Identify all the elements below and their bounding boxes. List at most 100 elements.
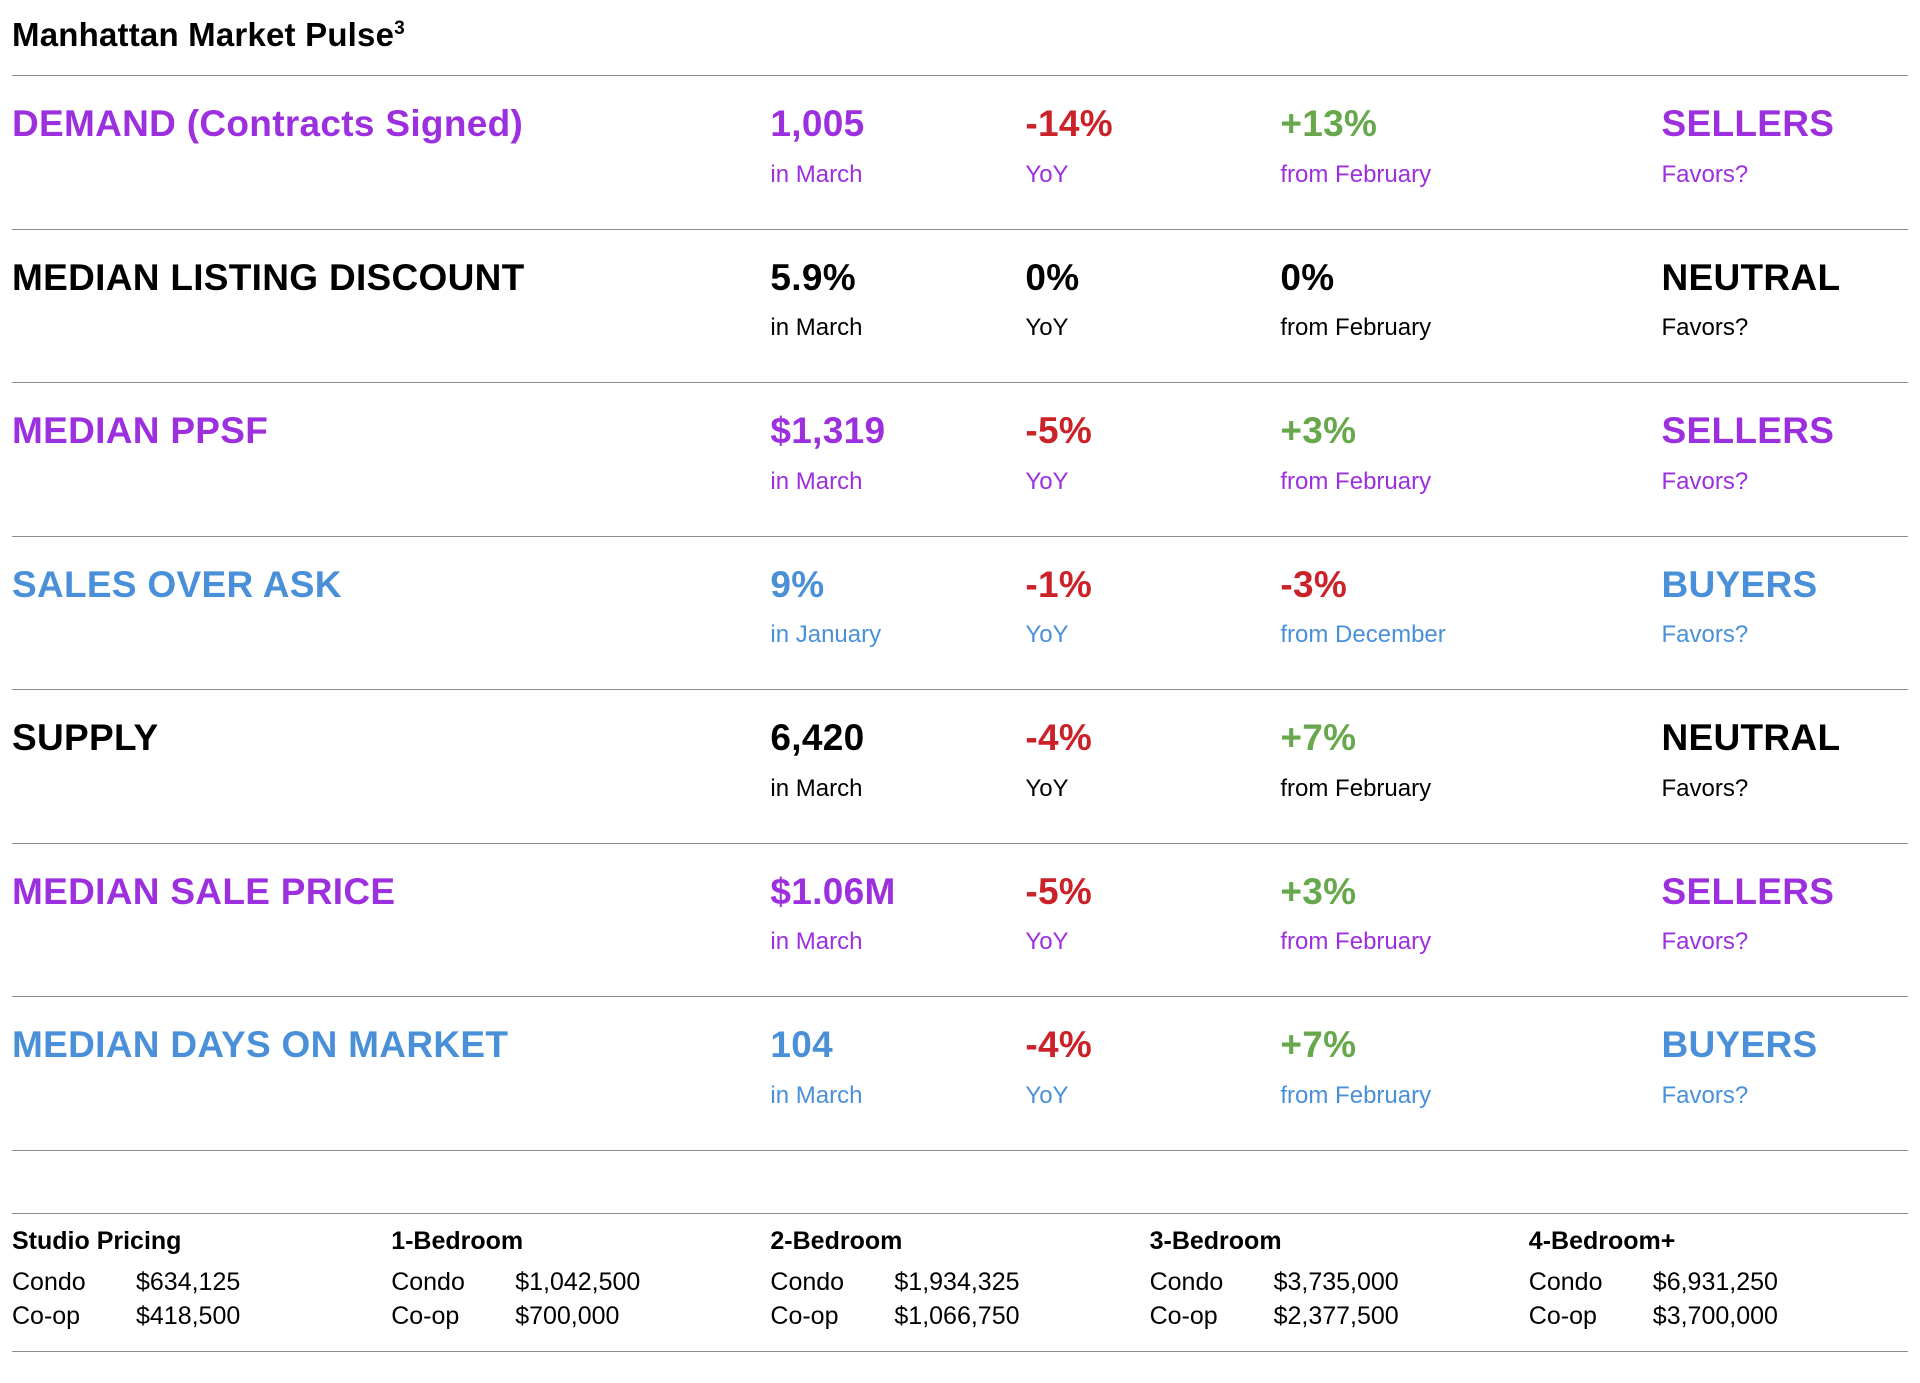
metric-mom-label: from December bbox=[1280, 621, 1446, 649]
metric-favors-cell: BUYERS Favors? bbox=[1661, 1024, 1908, 1110]
metric-mom-label: from February bbox=[1280, 928, 1432, 956]
metric-yoy-cell: -4% YoY bbox=[1025, 1024, 1280, 1110]
page-title: Manhattan Market Pulse3 bbox=[12, 0, 1908, 75]
metric-yoy-value: -4% bbox=[1025, 717, 1093, 759]
metric-value-cell: 104 in March bbox=[770, 1024, 1025, 1110]
metric-yoy-value: -5% bbox=[1025, 410, 1093, 452]
metric-mom-cell: +7% from February bbox=[1280, 717, 1661, 803]
pricing-row-coop: Co-op $418,500 bbox=[12, 1299, 391, 1334]
metric-label-cell: MEDIAN LISTING DISCOUNT bbox=[12, 257, 770, 343]
metric-mom-value: +3% bbox=[1280, 410, 1357, 452]
metric-mom-cell: +7% from February bbox=[1280, 1024, 1661, 1110]
metric-favors-label: Favors? bbox=[1661, 314, 1749, 342]
pricing-type-label: Condo bbox=[1528, 1267, 1603, 1296]
pricing-type-label: Condo bbox=[770, 1267, 845, 1296]
metric-yoy-cell: -14% YoY bbox=[1025, 103, 1280, 189]
metric-mom-cell: +13% from February bbox=[1280, 103, 1661, 189]
pricing-row-coop: Co-op $1,066,750 bbox=[770, 1299, 1149, 1334]
metric-favors-label: Favors? bbox=[1661, 621, 1749, 649]
metric-favors-value: SELLERS bbox=[1661, 103, 1835, 144]
metric-label: SALES OVER ASK bbox=[12, 563, 342, 605]
metric-label: MEDIAN DAYS ON MARKET bbox=[12, 1024, 509, 1066]
pricing-value: $6,931,250 bbox=[1652, 1267, 1778, 1296]
pricing-type-label: Co-op bbox=[1149, 1302, 1218, 1331]
pricing-value: $1,042,500 bbox=[515, 1267, 641, 1296]
pricing-header: 3-Bedroom bbox=[1149, 1226, 1282, 1255]
metric-yoy-value: -5% bbox=[1025, 870, 1093, 912]
metric-value: 1,005 bbox=[770, 103, 865, 144]
metric-yoy-label: YoY bbox=[1025, 1081, 1069, 1109]
metric-yoy-label: YoY bbox=[1025, 160, 1069, 188]
metric-favors-cell: NEUTRAL Favors? bbox=[1661, 717, 1908, 803]
metric-mom-cell: 0% from February bbox=[1280, 257, 1661, 343]
metric-yoy-cell: 0% YoY bbox=[1025, 257, 1280, 343]
metric-label: MEDIAN PPSF bbox=[12, 410, 269, 452]
pricing-row-condo: Condo $6,931,250 bbox=[1529, 1265, 1908, 1300]
metric-mom-value: +7% bbox=[1280, 1024, 1357, 1066]
pricing-header: 1-Bedroom bbox=[391, 1226, 524, 1255]
metric-label-cell: DEMAND (Contracts Signed) bbox=[12, 103, 770, 189]
metric-value-cell: 1,005 in March bbox=[770, 103, 1025, 189]
market-pulse-page: Manhattan Market Pulse3 DEMAND (Contract… bbox=[12, 0, 1908, 1352]
metric-value-period: in March bbox=[770, 467, 863, 495]
metric-mom-cell: -3% from December bbox=[1280, 564, 1661, 650]
pricing-row-condo: Condo $1,934,325 bbox=[770, 1265, 1149, 1300]
pricing-value: $1,066,750 bbox=[894, 1302, 1020, 1331]
metric-favors-value: SELLERS bbox=[1661, 410, 1835, 452]
market-pulse-table: DEMAND (Contracts Signed) 1,005 in March… bbox=[12, 75, 1908, 1151]
pricing-value: $418,500 bbox=[136, 1302, 241, 1331]
metric-label-cell: SUPPLY bbox=[12, 717, 770, 803]
page-title-text: Manhattan Market Pulse bbox=[12, 16, 395, 53]
metric-yoy-label: YoY bbox=[1025, 467, 1069, 495]
row-median-ppsf: MEDIAN PPSF $1,319 in March -5% YoY +3% … bbox=[12, 382, 1908, 536]
page-title-superscript: 3 bbox=[394, 18, 406, 39]
row-median-sale-price: MEDIAN SALE PRICE $1.06M in March -5% Yo… bbox=[12, 842, 1908, 997]
pricing-type-label: Condo bbox=[391, 1267, 465, 1296]
metric-yoy-label: YoY bbox=[1025, 621, 1069, 649]
metric-favors-value: BUYERS bbox=[1661, 1024, 1818, 1066]
metric-favors-cell: BUYERS Favors? bbox=[1661, 564, 1908, 650]
pricing-col-3-bedroom: 3-Bedroom Condo $3,735,000 Co-op $2,377,… bbox=[1150, 1227, 1529, 1334]
metric-favors-cell: NEUTRAL Favors? bbox=[1661, 257, 1908, 343]
row-median-listing-discount: MEDIAN LISTING DISCOUNT 5.9% in March 0%… bbox=[12, 228, 1908, 383]
metric-value-cell: 5.9% in March bbox=[770, 257, 1025, 343]
pricing-row-condo: Condo $634,125 bbox=[12, 1265, 391, 1300]
pricing-type-label: Co-op bbox=[12, 1302, 81, 1331]
pricing-type-label: Condo bbox=[12, 1267, 86, 1296]
pricing-col-4-bedroom-plus: 4-Bedroom+ Condo $6,931,250 Co-op $3,700… bbox=[1529, 1227, 1908, 1334]
metric-favors-label: Favors? bbox=[1661, 160, 1749, 188]
pricing-table: Studio Pricing Condo $634,125 Co-op $418… bbox=[12, 1212, 1908, 1352]
metric-mom-label: from February bbox=[1280, 160, 1432, 188]
metric-label-cell: MEDIAN SALE PRICE bbox=[12, 871, 770, 957]
metric-favors-value: SELLERS bbox=[1661, 870, 1835, 912]
row-sales-over-ask: SALES OVER ASK 9% in January -1% YoY -3%… bbox=[12, 535, 1908, 690]
row-demand: DEMAND (Contracts Signed) 1,005 in March… bbox=[12, 75, 1908, 229]
metric-yoy-cell: -1% YoY bbox=[1025, 564, 1280, 650]
metric-value-period: in March bbox=[770, 1081, 863, 1109]
metric-value: $1,319 bbox=[770, 410, 886, 452]
metric-label: DEMAND (Contracts Signed) bbox=[12, 103, 524, 144]
metric-value-cell: $1,319 in March bbox=[770, 410, 1025, 496]
metric-value: 104 bbox=[770, 1024, 834, 1066]
metric-favors-cell: SELLERS Favors? bbox=[1661, 103, 1908, 189]
metric-value-period: in March bbox=[770, 314, 863, 342]
pricing-header: 2-Bedroom bbox=[770, 1226, 903, 1255]
metric-value: $1.06M bbox=[770, 870, 896, 912]
pricing-value: $1,934,325 bbox=[894, 1267, 1020, 1296]
pricing-row-condo: Condo $1,042,500 bbox=[391, 1265, 770, 1300]
metric-favors-label: Favors? bbox=[1661, 774, 1749, 802]
pricing-header: 4-Bedroom+ bbox=[1528, 1226, 1676, 1255]
pricing-row-condo: Condo $3,735,000 bbox=[1150, 1265, 1529, 1300]
metric-favors-cell: SELLERS Favors? bbox=[1661, 871, 1908, 957]
pricing-value: $3,735,000 bbox=[1273, 1267, 1399, 1296]
metric-favors-cell: SELLERS Favors? bbox=[1661, 410, 1908, 496]
pricing-value: $700,000 bbox=[515, 1302, 620, 1331]
row-supply: SUPPLY 6,420 in March -4% YoY +7% from F… bbox=[12, 689, 1908, 843]
metric-value: 6,420 bbox=[770, 717, 865, 759]
metric-value-cell: 6,420 in March bbox=[770, 717, 1025, 803]
pricing-value: $3,700,000 bbox=[1652, 1302, 1778, 1331]
metric-value: 9% bbox=[770, 563, 825, 605]
metric-yoy-value: -1% bbox=[1025, 563, 1093, 605]
metric-value: 5.9% bbox=[770, 256, 856, 298]
metric-mom-label: from February bbox=[1280, 774, 1432, 802]
